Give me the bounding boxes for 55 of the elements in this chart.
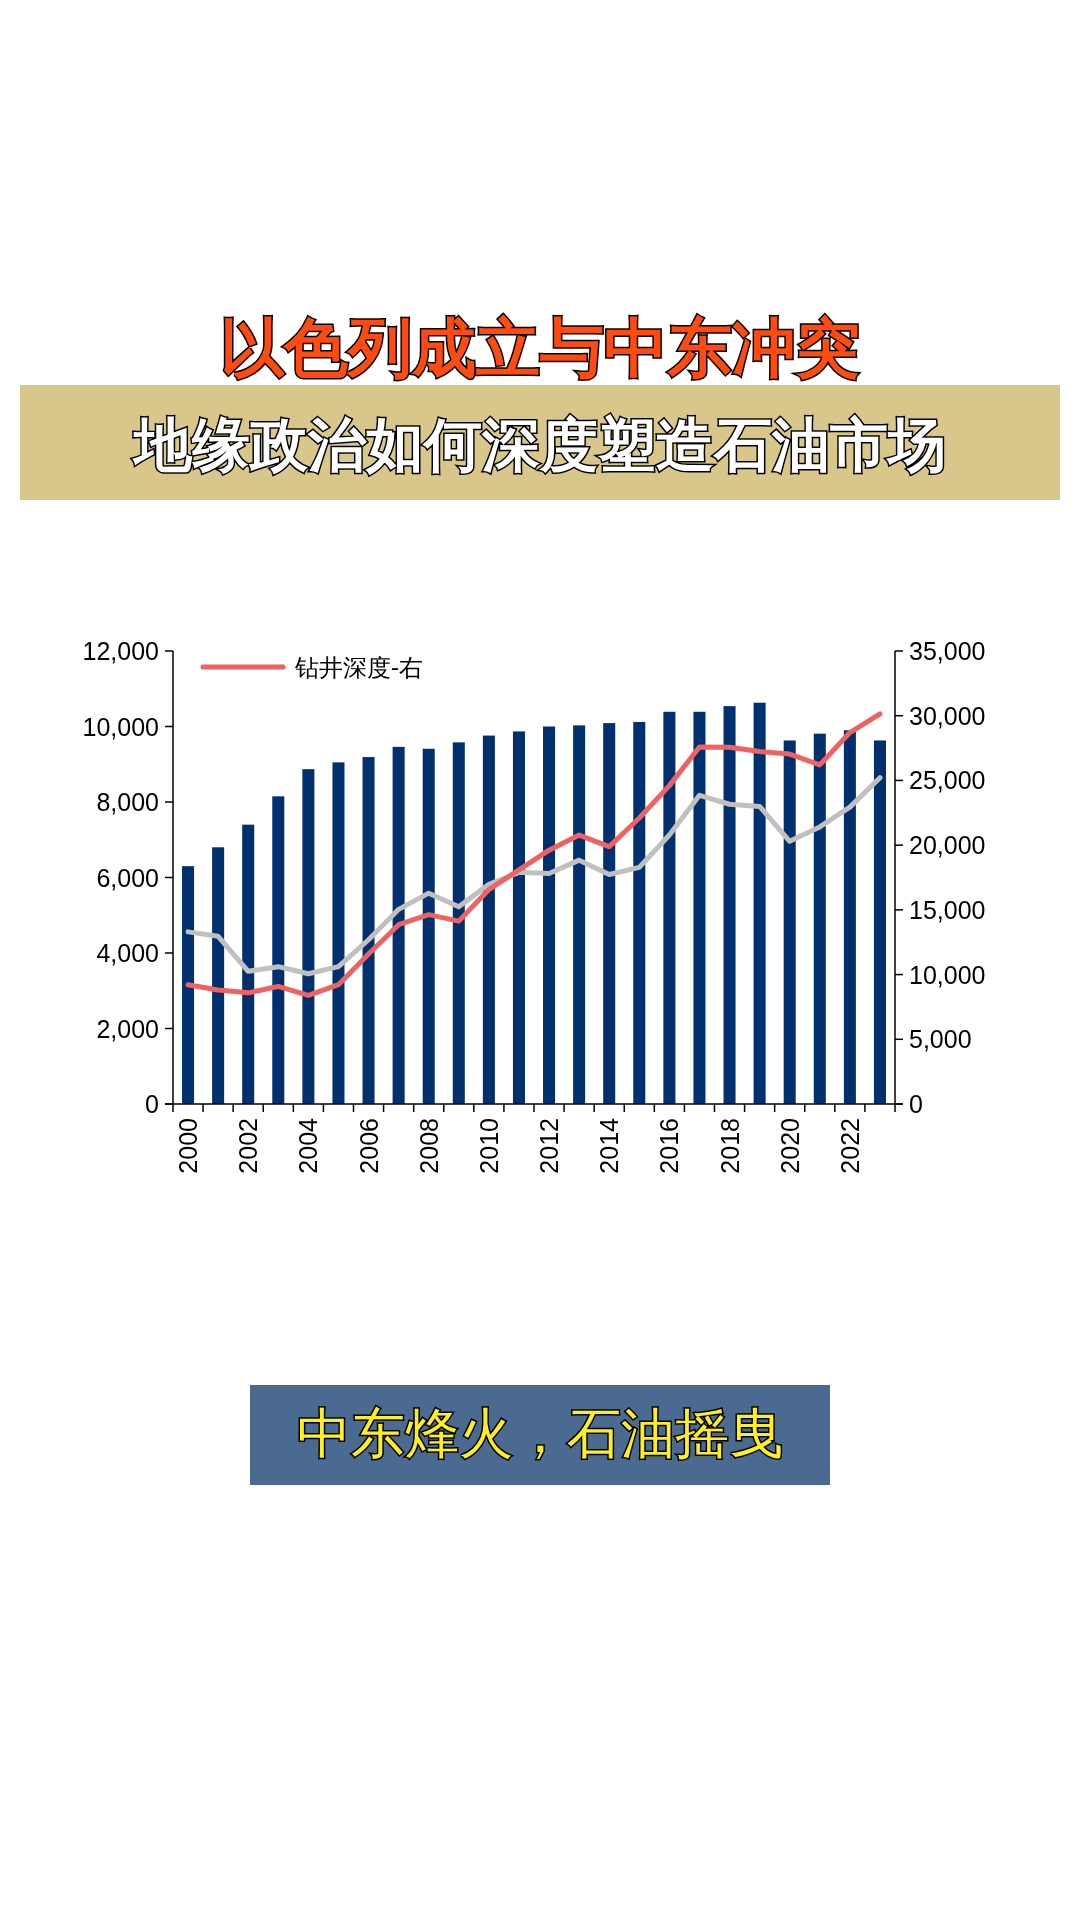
bar	[512, 731, 525, 1104]
x-tick-label: 2022	[835, 1118, 864, 1174]
bar	[362, 757, 375, 1104]
y-tick-label: 8,000	[96, 788, 159, 816]
bar	[422, 748, 435, 1104]
y2-tick-label: 0	[909, 1090, 923, 1118]
y-tick-label: 2,000	[96, 1014, 159, 1043]
x-tick-label: 2020	[775, 1118, 804, 1174]
bar	[843, 730, 856, 1104]
y2-tick-label: 25,000	[909, 766, 986, 795]
y-tick-label: 10,000	[82, 712, 159, 741]
x-tick-label: 2008	[414, 1118, 443, 1174]
y2-tick-label: 30,000	[909, 701, 986, 730]
bar	[332, 762, 345, 1104]
x-tick-label: 2000	[174, 1118, 203, 1174]
bar	[242, 824, 255, 1104]
bar	[543, 726, 556, 1104]
bar	[813, 733, 826, 1104]
legend-label: 钻井深度-右	[294, 654, 424, 682]
x-tick-label: 2002	[234, 1118, 263, 1174]
x-tick-label: 2006	[354, 1118, 383, 1174]
bar	[753, 702, 766, 1104]
bar	[663, 711, 676, 1104]
bar	[302, 769, 315, 1104]
y2-tick-label: 10,000	[909, 960, 986, 989]
bar	[392, 746, 405, 1104]
x-tick-label: 2014	[595, 1117, 624, 1174]
bar	[603, 723, 616, 1104]
bar	[212, 847, 225, 1104]
bar	[723, 706, 736, 1104]
y2-tick-label: 20,000	[909, 831, 986, 860]
y2-tick-label: 35,000	[909, 637, 986, 665]
y2-tick-label: 5,000	[909, 1025, 972, 1054]
x-tick-label: 2010	[474, 1118, 503, 1174]
bar	[452, 742, 465, 1104]
text: 中东烽火，石油摇曳	[297, 1402, 783, 1465]
bar	[633, 721, 646, 1104]
x-tick-label: 2018	[715, 1118, 744, 1174]
bar	[783, 740, 796, 1104]
bar	[693, 711, 706, 1104]
y-tick-label: 6,000	[96, 863, 159, 892]
x-tick-label: 2012	[535, 1118, 564, 1174]
chart-subtitle: 地缘政治如何深度塑造石油市场	[132, 411, 946, 479]
bar	[482, 735, 495, 1104]
bar	[272, 796, 285, 1104]
bar	[873, 740, 886, 1104]
y2-tick-label: 15,000	[909, 895, 986, 924]
chart-title: 以色列成立与中东冲突	[220, 311, 860, 385]
y-tick-label: 0	[145, 1090, 159, 1118]
y-tick-label: 4,000	[96, 939, 159, 967]
bar	[573, 725, 586, 1104]
bar	[182, 866, 195, 1104]
x-tick-label: 2016	[655, 1118, 684, 1174]
x-tick-label: 2004	[294, 1117, 323, 1174]
y-tick-label: 12,000	[82, 637, 159, 665]
